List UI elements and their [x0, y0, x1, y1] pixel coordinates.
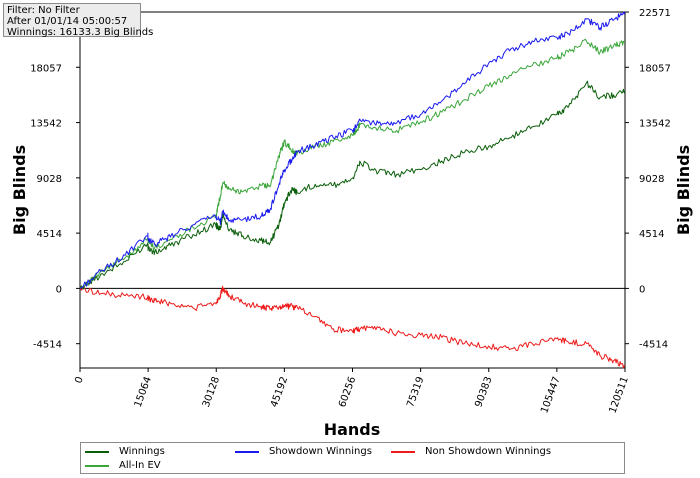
x-tick-label: 105447 [539, 375, 562, 415]
y-tick-label-left: 9028 [37, 174, 62, 185]
y-tick-label-left: -4514 [33, 340, 62, 351]
legend-label: All-In EV [119, 460, 161, 471]
y-axis-title-right: Big Blinds [674, 145, 693, 235]
y-tick-label-right: 13542 [639, 119, 671, 130]
y-tick-label-right: 0 [639, 284, 645, 295]
y-tick-label-right: 9028 [639, 174, 664, 185]
y-tick-label-left: 0 [56, 284, 62, 295]
y-tick-label-left: 13542 [30, 119, 62, 130]
date-filter-line: After 01/01/14 05:00:57 [7, 16, 128, 27]
filter-line: Filter: No Filter [7, 5, 80, 16]
y-tick-label-left: 18057 [30, 63, 62, 74]
legend-swatch [85, 451, 109, 453]
series-line-showdown-winnings [79, 11, 626, 289]
y-tick-label-right: 4514 [639, 229, 664, 240]
legend-label: Winnings [119, 446, 165, 457]
y-tick-label-right: -4514 [639, 340, 668, 351]
x-tick-label: 75319 [405, 375, 426, 409]
legend-swatch [391, 451, 415, 453]
series-line-all-in-ev [79, 38, 626, 289]
x-tick-label: 45192 [269, 375, 290, 409]
y-tick-label-right: 18057 [639, 63, 671, 74]
chart-legend: Winnings All-In EV Showdown Winnings Non… [80, 442, 625, 474]
legend-swatch [85, 465, 109, 467]
winnings-summary-line: Winnings: 16133.3 Big Blinds [7, 27, 154, 38]
series-line-non-showdown-winnings [79, 285, 625, 369]
plot-area [79, 11, 626, 369]
y-axis-title-left: Big Blinds [10, 145, 29, 235]
x-tick-label: 15064 [133, 375, 154, 409]
x-tick-label: 90383 [473, 375, 494, 409]
legend-label: Showdown Winnings [269, 446, 372, 457]
x-tick-label: 60256 [337, 375, 358, 409]
filter-info-box: Filter: No Filter After 01/01/14 05:00:5… [3, 3, 154, 38]
x-tick-label: 0 [73, 375, 86, 385]
y-tick-label-left: 4514 [37, 229, 62, 240]
x-axis-title: Hands [324, 420, 381, 439]
x-tick-label: 30128 [201, 375, 222, 409]
y-tick-label-right: 22571 [639, 8, 671, 19]
legend-swatch [235, 451, 259, 453]
series-line-winnings [79, 80, 626, 290]
legend-label: Non Showdown Winnings [425, 446, 552, 457]
x-tick-label: 120511 [607, 375, 630, 415]
